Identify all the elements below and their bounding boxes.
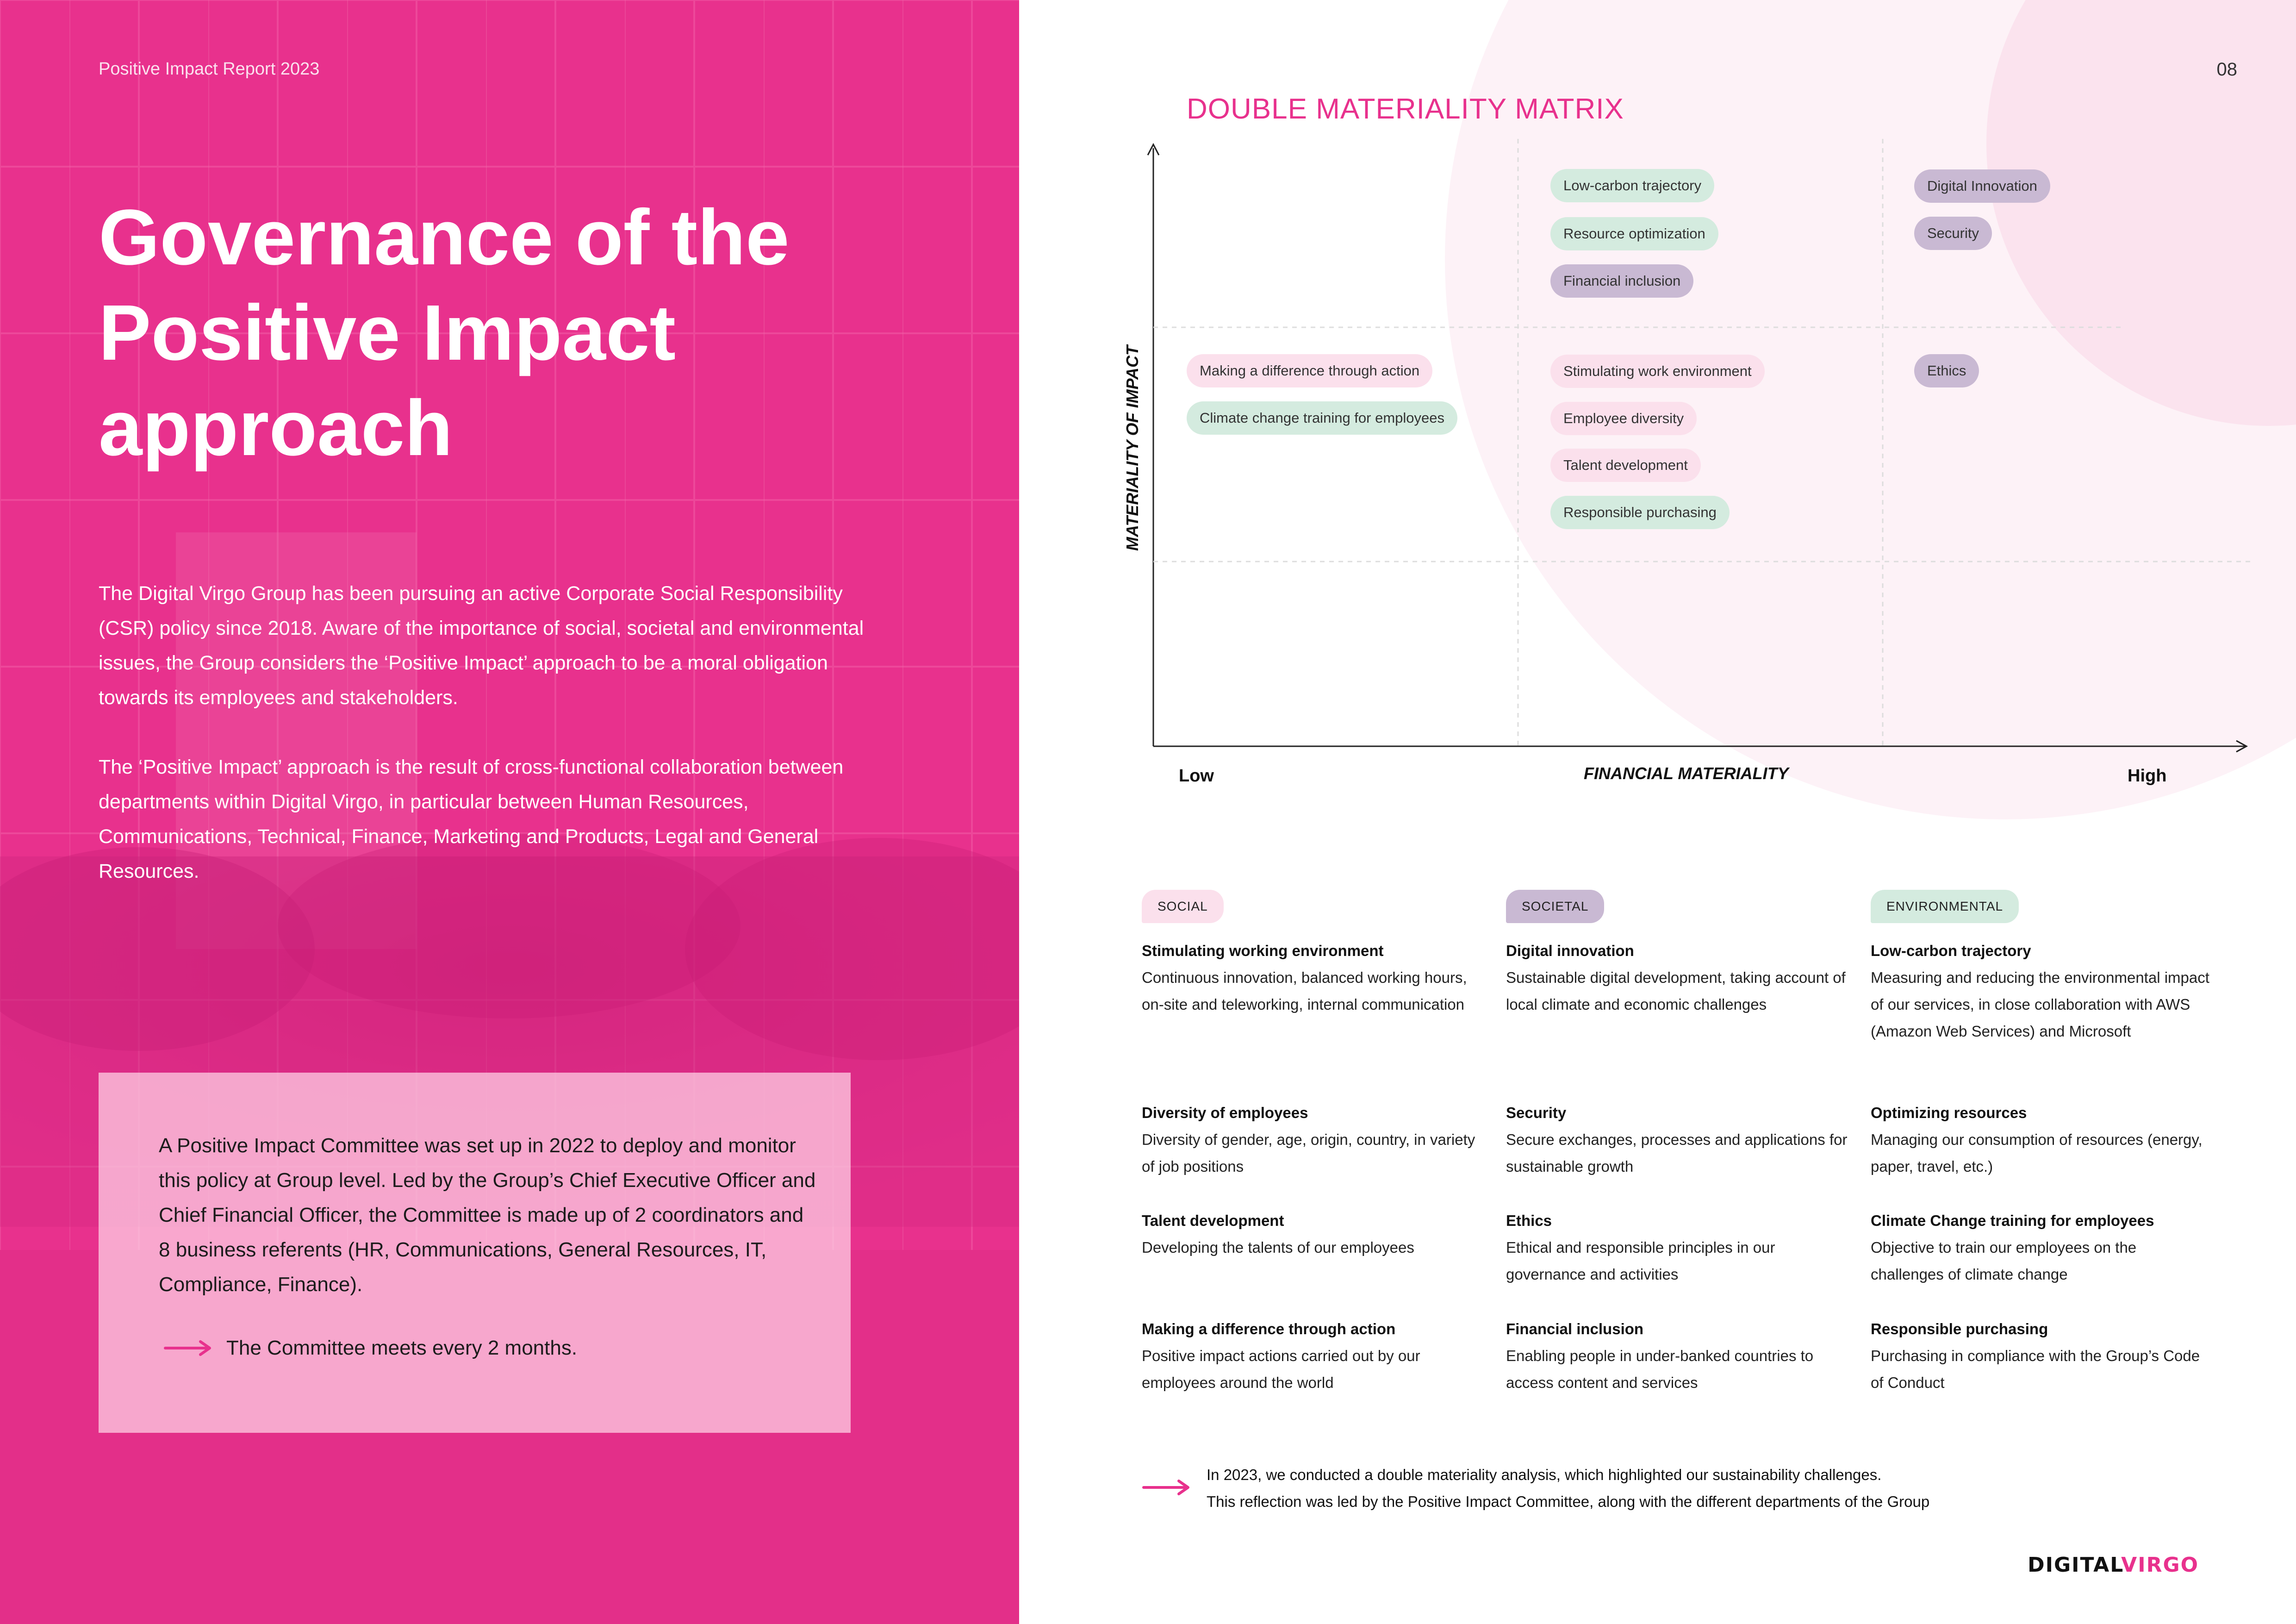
matrix-pill-talent-development: Talent development — [1550, 449, 1701, 482]
entry-text: Measuring and reducing the environmental… — [1871, 969, 2209, 1040]
category-entry: Optimizing resources Managing our consum… — [1871, 1099, 2213, 1180]
entry-heading: Low-carbon trajectory — [1871, 942, 2031, 959]
page-number: 08 — [2216, 59, 2238, 80]
entry-heading: Security — [1506, 1104, 1567, 1121]
category-entry: Digital innovation Sustainable digital d… — [1506, 937, 1848, 1018]
matrix-pill-making-a-difference: Making a difference through action — [1187, 354, 1433, 387]
footnote: In 2023, we conducted a double materiali… — [1142, 1462, 1929, 1515]
matrix-pill-responsible-purchasing: Responsible purchasing — [1550, 496, 1730, 529]
title-line: Positive Impact — [99, 289, 676, 377]
entry-text: Secure exchanges, processes and applicat… — [1506, 1131, 1848, 1175]
category-entry: Responsible purchasing Purchasing in com… — [1871, 1316, 2213, 1396]
matrix-pill-resource-optimization: Resource optimization — [1550, 217, 1718, 250]
running-head: Positive Impact Report 2023 — [99, 59, 320, 79]
intro-text: The Digital Virgo Group has been pursuin… — [99, 576, 876, 924]
background-circles — [1445, 0, 2296, 819]
committee-text: A Positive Impact Committee was set up i… — [159, 1134, 816, 1296]
matrix-axes — [1147, 139, 2250, 753]
category-entry: Stimulating working environment Continuo… — [1142, 937, 1484, 1018]
matrix-title: DOUBLE MATERIALITY MATRIX — [1187, 93, 1624, 125]
category-entry: Security Secure exchanges, processes and… — [1506, 1099, 1848, 1180]
footnote-text: In 2023, we conducted a double materiali… — [1207, 1462, 1929, 1515]
footnote-line: This reflection was led by the Positive … — [1207, 1493, 1930, 1510]
category-entry: Talent development Developing the talent… — [1142, 1207, 1484, 1261]
committee-note-text: The Committee meets every 2 months. — [226, 1337, 578, 1359]
category-entry: Financial inclusion Enabling people in u… — [1506, 1316, 1848, 1396]
entry-text: Enabling people in under-banked countrie… — [1506, 1347, 1814, 1391]
matrix-pill-stimulating-work-environment: Stimulating work environment — [1550, 355, 1765, 388]
category-entry: Climate Change training for employees Ob… — [1871, 1207, 2213, 1288]
entry-text: Managing our consumption of resources (e… — [1871, 1131, 2203, 1175]
logo-part: DIGITAL — [2028, 1553, 2122, 1577]
category-entry: Diversity of employees Diversity of gend… — [1142, 1099, 1484, 1180]
matrix-pill-climate-change-training: Climate change training for employees — [1187, 401, 1457, 435]
entry-heading: Responsible purchasing — [1871, 1320, 2048, 1337]
entry-text: Developing the talents of our employees — [1142, 1239, 1414, 1256]
entry-text: Continuous innovation, balanced working … — [1142, 969, 1467, 1013]
title-line: approach — [99, 384, 453, 472]
category-entry: Low-carbon trajectory Measuring and redu… — [1871, 937, 2213, 1045]
committee-box: A Positive Impact Committee was set up i… — [99, 1073, 851, 1433]
matrix-pill-security: Security — [1914, 217, 1992, 250]
entry-heading: Financial inclusion — [1506, 1320, 1644, 1337]
x-axis-high-label: High — [2128, 766, 2167, 786]
entry-text: Diversity of gender, age, origin, countr… — [1142, 1131, 1475, 1175]
entry-text: Sustainable digital development, taking … — [1506, 969, 1846, 1013]
arrow-right-icon — [1142, 1480, 1189, 1495]
entry-text: Ethical and responsible principles in ou… — [1506, 1239, 1775, 1283]
intro-paragraph: The Digital Virgo Group has been pursuin… — [99, 582, 864, 709]
category-badge-social: SOCIAL — [1142, 890, 1224, 923]
entry-heading: Diversity of employees — [1142, 1104, 1308, 1121]
entry-text: Positive impact actions carried out by o… — [1142, 1347, 1420, 1391]
entry-heading: Ethics — [1506, 1212, 1552, 1229]
footnote-line: In 2023, we conducted a double materiali… — [1207, 1466, 1882, 1483]
entry-text: Objective to train our employees on the … — [1871, 1239, 2137, 1283]
x-axis-low-label: Low — [1179, 766, 1214, 786]
category-badge-societal: SOCIETAL — [1506, 890, 1605, 923]
committee-note: The Committee meets every 2 months. — [163, 1337, 577, 1360]
title-line: Governance of the — [99, 194, 790, 281]
intro-paragraph: The ‘Positive Impact’ approach is the re… — [99, 756, 844, 882]
entry-heading: Making a difference through action — [1142, 1320, 1396, 1337]
matrix-pill-low-carbon-trajectory: Low-carbon trajectory — [1550, 169, 1715, 202]
entry-heading: Optimizing resources — [1871, 1104, 2027, 1121]
category-badge-environmental: ENVIRONMENTAL — [1871, 890, 2019, 923]
matrix-pill-financial-inclusion: Financial inclusion — [1550, 264, 1694, 298]
entry-text: Purchasing in compliance with the Group’… — [1871, 1347, 2200, 1391]
entry-heading: Stimulating working environment — [1142, 942, 1384, 959]
y-axis-label: MATERIALITY OF IMPACT — [1123, 345, 1142, 551]
category-entry: Making a difference through action Posit… — [1142, 1316, 1484, 1396]
matrix-pill-digital-innovation: Digital Innovation — [1914, 169, 2050, 203]
matrix-pill-employee-diversity: Employee diversity — [1550, 402, 1697, 435]
left-page: Positive Impact Report 2023 Governance o… — [0, 0, 1019, 1624]
digital-virgo-logo: DIGITALVIRGO — [2028, 1553, 2199, 1577]
entry-heading: Climate Change training for employees — [1871, 1212, 2154, 1229]
x-axis-label: FINANCIAL MATERIALITY — [1584, 764, 1789, 783]
entry-heading: Digital innovation — [1506, 942, 1634, 959]
page-title: Governance of the Positive Impact approa… — [99, 190, 978, 476]
logo-part: VIRGO — [2121, 1553, 2199, 1577]
entry-heading: Talent development — [1142, 1212, 1284, 1229]
arrow-right-icon — [164, 1340, 211, 1356]
right-page: 08 DOUBLE MATERIALITY MATRIX MATERIALITY… — [1019, 0, 2296, 1624]
category-entry: Ethics Ethical and responsible principle… — [1506, 1207, 1848, 1288]
matrix-pill-ethics: Ethics — [1914, 354, 1979, 387]
